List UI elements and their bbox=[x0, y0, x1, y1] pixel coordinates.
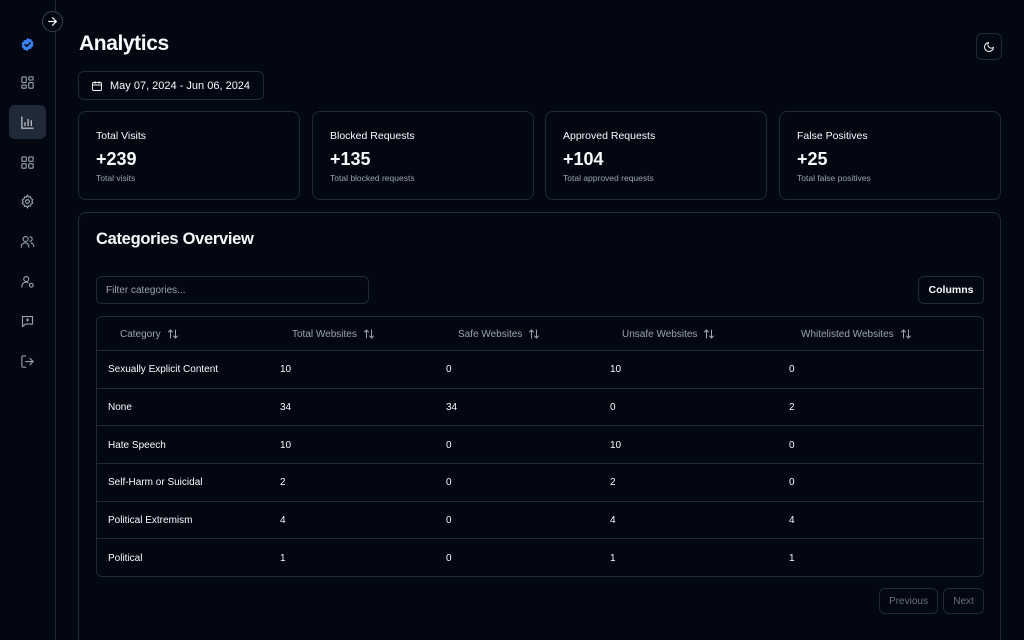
stat-value: +239 bbox=[96, 149, 137, 169]
cell-unsafe-websites: 0 bbox=[610, 402, 616, 414]
sort-icon bbox=[900, 329, 911, 339]
chat-icon[interactable] bbox=[9, 304, 46, 338]
categories-title: Categories Overview bbox=[96, 230, 254, 248]
table-row[interactable]: Sexually Explicit Content 10 0 10 0 bbox=[97, 351, 983, 389]
column-header-label: Category bbox=[120, 328, 161, 340]
cell-total-websites: 4 bbox=[280, 515, 286, 527]
column-header-unsafe-websites[interactable]: Unsafe Websites bbox=[622, 317, 715, 351]
cell-unsafe-websites: 2 bbox=[610, 477, 616, 489]
stat-label: Total Visits bbox=[96, 130, 146, 142]
column-header-label: Safe Websites bbox=[458, 328, 523, 340]
sort-icon bbox=[167, 329, 178, 339]
cell-safe-websites: 0 bbox=[446, 439, 452, 451]
verified-badge-icon[interactable] bbox=[9, 27, 46, 61]
user-settings-icon[interactable] bbox=[9, 264, 46, 298]
stat-label: Approved Requests bbox=[563, 130, 656, 142]
cell-safe-websites: 0 bbox=[446, 515, 452, 527]
dashboard-icon[interactable] bbox=[9, 65, 46, 99]
categories-overview-panel: Categories Overview Columns Category Tot… bbox=[78, 212, 1001, 640]
next-page-button[interactable]: Next bbox=[943, 588, 984, 614]
users-icon[interactable] bbox=[9, 224, 46, 258]
sidebar bbox=[0, 0, 56, 640]
sort-icon bbox=[529, 329, 540, 339]
stat-subtitle: Total visits bbox=[96, 173, 136, 183]
cell-unsafe-websites: 10 bbox=[610, 364, 622, 376]
stat-label: False Positives bbox=[797, 130, 868, 142]
categories-table: Category Total Websites Safe Websites Un… bbox=[96, 316, 984, 577]
stat-value: +104 bbox=[563, 149, 604, 169]
cell-whitelisted-websites: 0 bbox=[789, 477, 795, 489]
arrow-right-icon bbox=[48, 17, 57, 26]
column-header-label: Whitelisted Websites bbox=[801, 328, 894, 340]
cell-safe-websites: 0 bbox=[446, 364, 452, 376]
sort-icon bbox=[363, 329, 374, 339]
stat-subtitle: Total false positives bbox=[797, 173, 871, 183]
date-range-label: May 07, 2024 - Jun 06, 2024 bbox=[110, 79, 251, 92]
cell-category: Political Extremism bbox=[108, 515, 193, 527]
cell-category: Hate Speech bbox=[108, 439, 166, 451]
settings-icon[interactable] bbox=[9, 184, 46, 218]
table-row[interactable]: Political Extremism 4 0 4 4 bbox=[97, 502, 983, 540]
cell-category: None bbox=[108, 402, 132, 414]
cell-unsafe-websites: 4 bbox=[610, 515, 616, 527]
cell-total-websites: 1 bbox=[280, 552, 286, 564]
date-range-picker[interactable]: May 07, 2024 - Jun 06, 2024 bbox=[78, 71, 264, 100]
column-header-label: Total Websites bbox=[292, 328, 357, 340]
stat-value: +25 bbox=[797, 149, 828, 169]
table-row[interactable]: None 34 34 0 2 bbox=[97, 389, 983, 427]
previous-page-button[interactable]: Previous bbox=[879, 588, 938, 614]
grid-icon[interactable] bbox=[9, 145, 46, 179]
bar-chart-icon[interactable] bbox=[9, 105, 46, 139]
stat-card-false-positives: False Positives +25 Total false positive… bbox=[779, 111, 1001, 200]
cell-category: Sexually Explicit Content bbox=[108, 364, 219, 376]
stat-label: Blocked Requests bbox=[330, 130, 415, 142]
page-title: Analytics bbox=[79, 32, 169, 55]
cell-whitelisted-websites: 2 bbox=[789, 402, 795, 414]
theme-toggle-button[interactable] bbox=[976, 33, 1002, 60]
cell-unsafe-websites: 10 bbox=[610, 439, 622, 451]
column-header-whitelisted-websites[interactable]: Whitelisted Websites bbox=[801, 317, 912, 351]
columns-button[interactable]: Columns bbox=[918, 276, 984, 304]
stat-subtitle: Total approved requests bbox=[563, 173, 654, 183]
cell-category: Self-Harm or Suicidal bbox=[108, 477, 203, 489]
column-header-safe-websites[interactable]: Safe Websites bbox=[458, 317, 540, 351]
table-header: Category Total Websites Safe Websites Un… bbox=[97, 317, 983, 351]
cell-total-websites: 2 bbox=[280, 477, 286, 489]
cell-total-websites: 10 bbox=[280, 364, 292, 376]
cell-whitelisted-websites: 0 bbox=[789, 439, 795, 451]
column-header-category[interactable]: Category bbox=[120, 317, 179, 351]
calendar-icon bbox=[92, 80, 102, 91]
moon-icon bbox=[984, 41, 994, 52]
cell-category: Political bbox=[108, 552, 143, 564]
cell-total-websites: 10 bbox=[280, 439, 292, 451]
filter-categories-input[interactable] bbox=[96, 276, 369, 304]
table-row[interactable]: Political 1 0 1 1 bbox=[97, 539, 983, 576]
stat-card-blocked-requests: Blocked Requests +135 Total blocked requ… bbox=[312, 111, 534, 200]
cell-whitelisted-websites: 1 bbox=[789, 552, 795, 564]
table-row[interactable]: Hate Speech 10 0 10 0 bbox=[97, 426, 983, 465]
cell-safe-websites: 0 bbox=[446, 552, 452, 564]
table-row[interactable]: Self-Harm or Suicidal 2 0 2 0 bbox=[97, 464, 983, 502]
stat-card-approved-requests: Approved Requests +104 Total approved re… bbox=[545, 111, 767, 200]
cell-total-websites: 34 bbox=[280, 402, 292, 414]
logout-icon[interactable] bbox=[9, 344, 46, 378]
cell-whitelisted-websites: 4 bbox=[789, 515, 795, 527]
cell-safe-websites: 34 bbox=[446, 402, 458, 414]
sort-icon bbox=[704, 329, 715, 339]
cell-unsafe-websites: 1 bbox=[610, 552, 616, 564]
stat-card-total-visits: Total Visits +239 Total visits bbox=[78, 111, 300, 200]
stat-subtitle: Total blocked requests bbox=[330, 173, 415, 183]
column-header-total-websites[interactable]: Total Websites bbox=[292, 317, 375, 351]
expand-sidebar-button[interactable] bbox=[42, 11, 63, 32]
cell-safe-websites: 0 bbox=[446, 477, 452, 489]
cell-whitelisted-websites: 0 bbox=[789, 364, 795, 376]
stat-value: +135 bbox=[330, 149, 371, 169]
column-header-label: Unsafe Websites bbox=[622, 328, 698, 340]
